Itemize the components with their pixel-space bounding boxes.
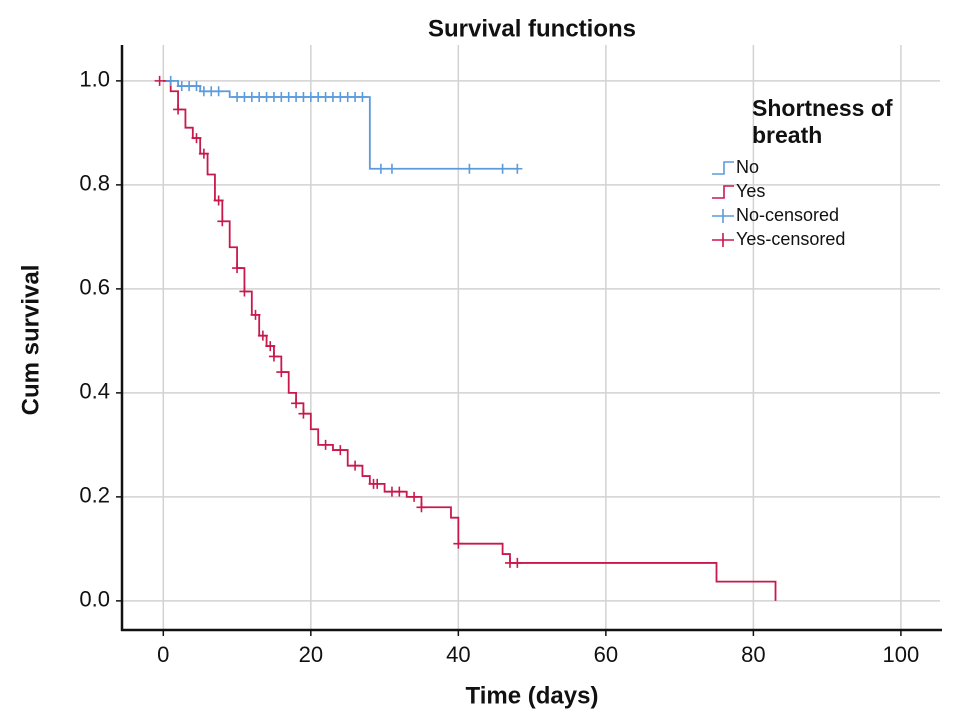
censor-mark [416, 502, 427, 513]
censor-mark [512, 163, 523, 174]
censor-mark [217, 216, 228, 227]
censor-mark [453, 538, 464, 549]
y-axis-label: Cum survival [17, 265, 44, 416]
y-tick-label: 0.6 [79, 275, 110, 300]
x-tick-label: 40 [446, 642, 470, 667]
censor-mark [265, 341, 276, 352]
x-tick-label: 80 [741, 642, 765, 667]
legend-label: No-censored [736, 205, 839, 225]
legend-swatch [712, 161, 734, 175]
x-axis-label: Time (days) [466, 682, 599, 709]
legend-label: No [736, 157, 759, 177]
censor-mark [497, 163, 508, 174]
censor-mark [512, 557, 523, 568]
censor-mark [213, 195, 224, 206]
plot-area [154, 75, 777, 601]
censor-mark [165, 75, 176, 86]
censor-mark [386, 163, 397, 174]
censor-mark [375, 163, 386, 174]
censor-mark [298, 408, 309, 419]
censor-mark [268, 351, 279, 362]
censor-mark [464, 163, 475, 174]
y-tick-label: 0.4 [79, 379, 110, 404]
censor-mark [357, 92, 368, 102]
censor-mark [350, 460, 361, 471]
grid [122, 45, 940, 630]
censor-mark [232, 263, 243, 274]
legend-swatch [712, 233, 734, 247]
y-tick-label: 0.2 [79, 483, 110, 508]
censor-mark [335, 445, 346, 456]
censor-mark [239, 286, 250, 297]
censor-mark [257, 330, 268, 341]
x-tick-label: 20 [299, 642, 323, 667]
censor-mark [320, 439, 331, 450]
x-tick-label: 100 [883, 642, 920, 667]
censor-mark [191, 133, 202, 144]
y-tick-label: 0.0 [79, 587, 110, 612]
censor-mark [250, 309, 261, 320]
censor-mark [198, 148, 209, 159]
chart-title: Survival functions [428, 15, 636, 42]
y-tick-label: 1.0 [79, 67, 110, 92]
x-tick-label: 0 [157, 642, 169, 667]
censor-mark [173, 104, 184, 115]
legend: No Yes No-censored Yes-censored [712, 157, 845, 249]
censor-mark [154, 75, 165, 86]
legend-title: Shortness of breath [752, 95, 893, 148]
legend-swatch [712, 185, 734, 199]
censor-mark [213, 86, 224, 97]
censor-mark [372, 478, 383, 489]
censor-mark [276, 367, 287, 378]
legend-swatch [712, 209, 734, 223]
censor-mark [409, 491, 420, 502]
y-tick-label: 0.8 [79, 171, 110, 196]
legend-label: Yes [736, 181, 765, 201]
censor-mark [394, 486, 405, 497]
censor-mark [291, 398, 302, 409]
survival-curve [163, 79, 777, 601]
legend-label: Yes-censored [736, 229, 845, 249]
x-tick-label: 60 [594, 642, 618, 667]
censor-mark [191, 81, 202, 92]
